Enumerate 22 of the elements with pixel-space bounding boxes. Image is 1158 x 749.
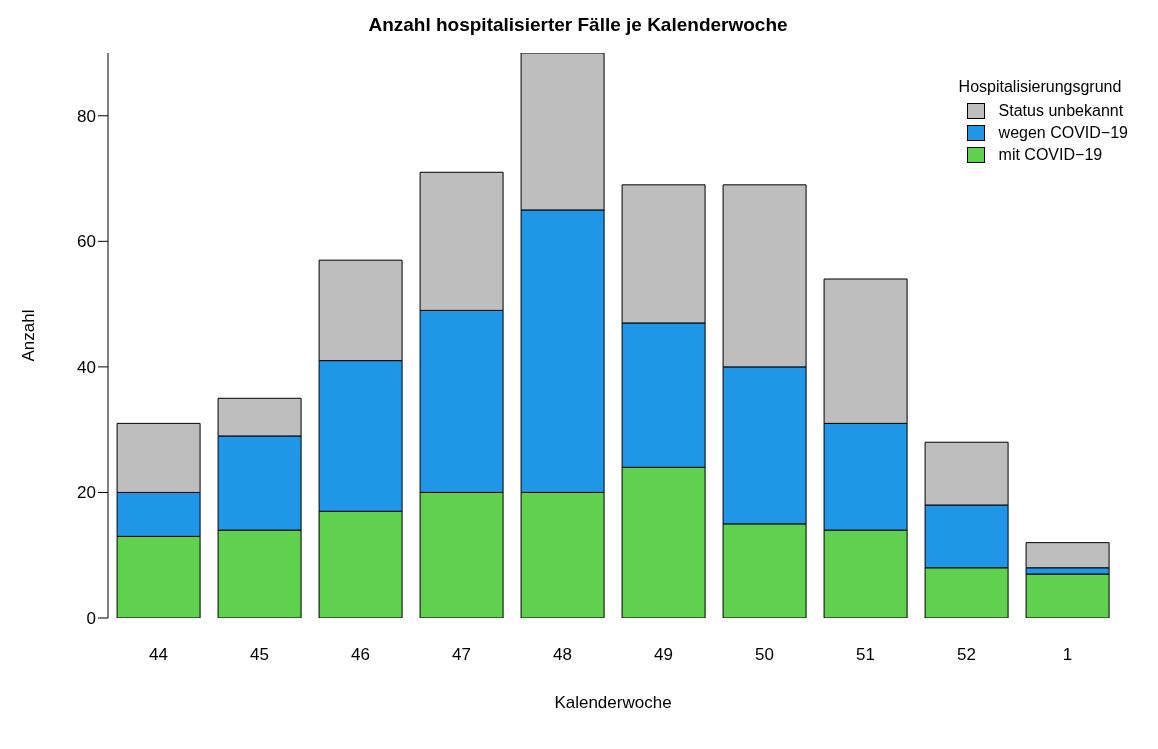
legend-label: Status unbekannt	[998, 102, 1124, 120]
x-tick-label: 47	[452, 645, 471, 665]
x-tick-label: 51	[856, 645, 875, 665]
legend-label: mit COVID−19	[998, 146, 1103, 164]
y-axis-title: Anzahl	[19, 309, 39, 362]
y-tick-label: 80	[77, 106, 96, 126]
x-axis-title: Kalenderwoche	[554, 693, 672, 712]
y-tick-label: 20	[77, 483, 96, 503]
x-tick-label: 46	[351, 645, 370, 665]
chart-title: Anzahl hospitalisierter Fälle je Kalenderwoche	[367, 14, 789, 36]
legend-label: wegen COVID−19	[998, 124, 1128, 142]
legend-title: Hospitalisierungsgrund	[958, 78, 1123, 96]
x-tick-label: 50	[755, 645, 774, 665]
y-tick-label: 40	[77, 357, 96, 377]
x-tick-label: 49	[654, 645, 673, 665]
x-tick-label: 1	[1062, 645, 1073, 665]
x-tick-label: 44	[149, 645, 168, 665]
x-tick-label: 45	[250, 645, 269, 665]
y-tick-label: 60	[77, 232, 96, 252]
y-tick-label: 0	[86, 609, 96, 629]
x-tick-label: 48	[553, 645, 572, 665]
x-tick-label: 52	[957, 645, 976, 665]
